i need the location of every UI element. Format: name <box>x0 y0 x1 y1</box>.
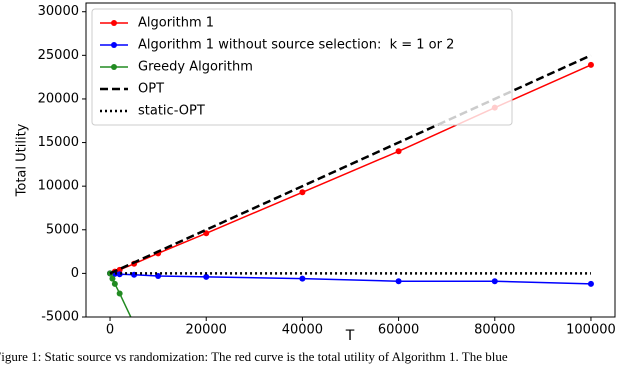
x-tick-label: 20000 <box>186 323 227 338</box>
x-tick-label: 60000 <box>378 323 419 338</box>
legend-box <box>91 8 513 126</box>
y-tick-label: 30000 <box>38 4 79 19</box>
data-point <box>131 321 137 327</box>
legend-marker <box>111 20 117 26</box>
y-tick-label: 5000 <box>46 222 79 237</box>
x-tick-label: 80000 <box>474 323 515 338</box>
data-point <box>395 148 402 155</box>
legend-label: static-OPT <box>138 104 205 119</box>
legend-label: Greedy Algorithm <box>138 60 253 75</box>
plot-frame <box>85 2 616 318</box>
legend-marker <box>111 42 117 48</box>
data-point <box>109 275 116 282</box>
y-tick-label: 20000 <box>38 91 79 106</box>
data-point <box>395 278 402 285</box>
x-tick-label: 0 <box>106 323 114 338</box>
x-axis-label: T <box>345 328 355 344</box>
y-tick-label: 10000 <box>38 179 79 194</box>
series-line <box>109 54 592 275</box>
legend-marker <box>111 64 117 70</box>
data-point <box>299 189 306 196</box>
data-point <box>491 278 498 285</box>
figure-caption: Figure 1: Static source vs randomization… <box>0 349 508 364</box>
data-point <box>116 290 123 297</box>
plot-area <box>107 54 594 327</box>
legend-label: Algorithm 1 without source selection: k … <box>138 38 454 53</box>
data-point <box>203 273 210 280</box>
x-tick-label: 40000 <box>282 323 323 338</box>
data-point <box>587 280 594 287</box>
y-tick-label: 25000 <box>38 48 79 63</box>
y-axis-label: Total Utility <box>15 123 30 197</box>
y-tick-label: 0 <box>71 266 79 281</box>
x-tick-label: 100000 <box>566 323 616 338</box>
series-line <box>109 272 591 285</box>
legend-label: OPT <box>138 82 164 97</box>
y-tick-label: -5000 <box>41 310 79 325</box>
y-tick-label: 15000 <box>38 135 79 150</box>
data-point <box>111 280 118 287</box>
data-point <box>587 61 594 68</box>
legend-label: Algorithm 1 <box>138 16 214 31</box>
data-point <box>299 275 306 282</box>
